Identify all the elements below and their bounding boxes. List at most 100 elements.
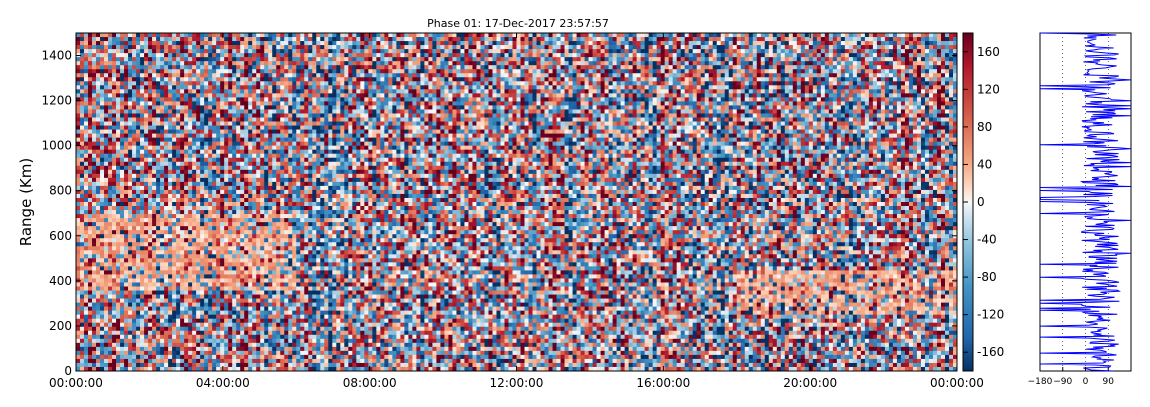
heatmap-cell xyxy=(496,73,500,77)
heatmap-cell xyxy=(785,53,789,57)
heatmap-cell xyxy=(120,49,124,53)
heatmap-cell xyxy=(372,37,376,41)
heatmap-cell xyxy=(893,85,897,89)
heatmap-cell xyxy=(841,69,845,73)
heatmap-cell xyxy=(120,109,124,113)
heatmap-cell xyxy=(452,61,456,65)
heatmap-cell xyxy=(188,81,192,85)
heatmap-cell xyxy=(781,37,785,41)
heatmap-cell xyxy=(737,109,741,113)
heatmap-cell xyxy=(368,97,372,101)
heatmap-cell xyxy=(937,97,941,101)
heatmap-cell xyxy=(725,69,729,73)
heatmap-cell xyxy=(236,37,240,41)
heatmap-cell xyxy=(224,93,228,97)
heatmap-cell xyxy=(781,113,785,117)
heatmap-cell xyxy=(533,69,537,73)
heatmap-cell xyxy=(873,65,877,69)
heatmap-cell xyxy=(757,105,761,109)
heatmap-cell xyxy=(617,33,621,37)
heatmap-cell xyxy=(488,97,492,101)
heatmap-cell xyxy=(541,97,545,101)
heatmap-cell xyxy=(573,53,577,57)
heatmap-cell xyxy=(721,105,725,109)
heatmap-cell xyxy=(653,45,657,49)
heatmap-cell xyxy=(609,118,613,122)
heatmap-cell xyxy=(116,113,120,117)
heatmap-cell xyxy=(849,49,853,53)
heatmap-cell xyxy=(112,101,116,105)
heatmap-cell xyxy=(617,65,621,69)
heatmap-cell xyxy=(605,101,609,105)
heatmap-cell xyxy=(112,105,116,109)
heatmap-cell xyxy=(573,97,577,101)
heatmap-cell xyxy=(845,41,849,45)
heatmap-cell xyxy=(697,37,701,41)
heatmap-cell xyxy=(388,97,392,101)
heatmap-cell xyxy=(729,53,733,57)
heatmap-cell xyxy=(645,41,649,45)
heatmap-cell xyxy=(657,113,661,117)
heatmap-cell xyxy=(749,49,753,53)
heatmap-cell xyxy=(945,61,949,65)
heatmap-cell xyxy=(388,73,392,77)
heatmap-cell xyxy=(717,97,721,101)
heatmap-cell xyxy=(88,37,92,41)
heatmap-cell xyxy=(801,33,805,37)
heatmap-cell xyxy=(773,45,777,49)
heatmap-cell xyxy=(885,37,889,41)
heatmap-cell xyxy=(480,49,484,53)
heatmap-cell xyxy=(549,93,553,97)
heatmap-cell xyxy=(232,97,236,101)
heatmap-cell xyxy=(232,77,236,81)
heatmap-cell xyxy=(581,41,585,45)
heatmap-cell xyxy=(869,105,873,109)
heatmap-cell xyxy=(765,53,769,57)
heatmap-cell xyxy=(601,89,605,93)
heatmap-cell xyxy=(617,69,621,73)
heatmap-cell xyxy=(116,89,120,93)
heatmap-cell xyxy=(488,109,492,113)
heatmap-cell xyxy=(725,41,729,45)
heatmap-cell xyxy=(557,41,561,45)
heatmap-cell xyxy=(96,101,100,105)
heatmap-cell xyxy=(372,109,376,113)
heatmap-cell xyxy=(92,89,96,93)
heatmap-cell xyxy=(316,53,320,57)
heatmap-cell xyxy=(200,77,204,81)
heatmap-cell xyxy=(661,37,665,41)
heatmap-cell xyxy=(464,101,468,105)
heatmap-cell xyxy=(168,53,172,57)
heatmap-cell xyxy=(340,81,344,85)
heatmap-cell xyxy=(236,97,240,101)
heatmap-cell xyxy=(408,41,412,45)
heatmap-cell xyxy=(328,65,332,69)
heatmap-cell xyxy=(364,105,368,109)
heatmap-cell xyxy=(88,61,92,65)
heatmap-cell xyxy=(436,118,440,122)
heatmap-cell xyxy=(348,93,352,97)
heatmap-cell xyxy=(677,33,681,37)
heatmap-cell xyxy=(292,105,296,109)
heatmap-cell xyxy=(717,41,721,45)
heatmap-cell xyxy=(757,77,761,81)
heatmap-cell xyxy=(845,89,849,93)
heatmap-cell xyxy=(340,65,344,69)
heatmap-cell xyxy=(945,49,949,53)
heatmap-cell xyxy=(917,109,921,113)
heatmap-cell xyxy=(669,89,673,93)
heatmap-cell xyxy=(861,41,865,45)
heatmap-cell xyxy=(164,105,168,109)
heatmap-cell xyxy=(649,65,653,69)
heatmap-cell xyxy=(733,69,737,73)
heatmap-cell xyxy=(460,101,464,105)
heatmap-cell xyxy=(388,85,392,89)
heatmap-cell xyxy=(889,45,893,49)
heatmap-cell xyxy=(404,97,408,101)
heatmap-cell xyxy=(921,61,925,65)
heatmap-cell xyxy=(292,57,296,61)
heatmap-cell xyxy=(649,69,653,73)
heatmap-cell xyxy=(468,69,472,73)
heatmap-cell xyxy=(717,85,721,89)
heatmap-cell xyxy=(949,109,953,113)
